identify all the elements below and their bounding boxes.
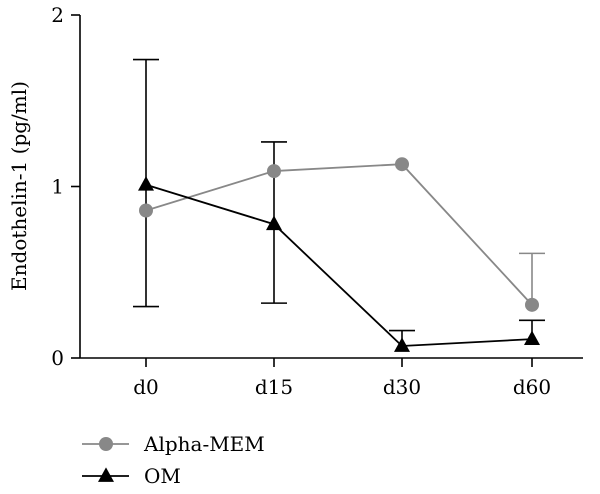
x-tick-label: d15 bbox=[255, 375, 293, 399]
series-line-0 bbox=[145, 163, 533, 306]
x-tick-label: d30 bbox=[383, 375, 421, 399]
error-bars bbox=[133, 58, 545, 346]
series-lines bbox=[145, 163, 533, 347]
legend-label: Alpha-MEM bbox=[143, 432, 265, 456]
markers bbox=[138, 157, 540, 352]
y-axis-title: Endothelin-1 (pg/ml) bbox=[7, 81, 31, 291]
legend-label: OM bbox=[144, 464, 181, 488]
data-point bbox=[394, 337, 410, 352]
y-tick-label: 2 bbox=[51, 3, 64, 27]
x-ticks: d0 d15 d30 d60 bbox=[133, 358, 551, 399]
series-line-1 bbox=[145, 183, 533, 347]
legend: Alpha-MEM OM bbox=[82, 432, 265, 488]
legend-marker bbox=[99, 437, 113, 451]
data-point bbox=[525, 297, 539, 312]
legend-marker bbox=[98, 467, 114, 482]
y-ticks: 0 1 2 bbox=[51, 3, 80, 370]
x-tick-label: d60 bbox=[513, 375, 551, 399]
data-point bbox=[139, 203, 153, 218]
data-point bbox=[267, 164, 281, 179]
x-tick-label: d0 bbox=[133, 375, 159, 399]
data-point bbox=[138, 176, 154, 191]
data-point bbox=[266, 215, 282, 231]
data-point bbox=[395, 157, 409, 172]
y-tick-label: 1 bbox=[51, 175, 64, 199]
data-point bbox=[524, 330, 540, 346]
y-tick-label: 0 bbox=[51, 346, 64, 370]
